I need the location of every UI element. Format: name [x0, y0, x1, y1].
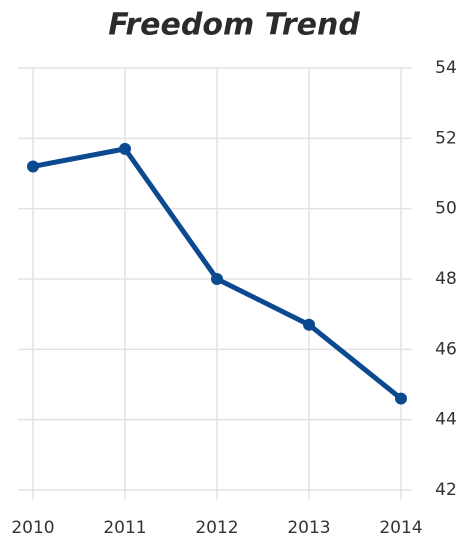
- y-tick-label: 50: [435, 199, 457, 219]
- y-tick-label: 54: [435, 58, 457, 78]
- point: [303, 318, 315, 331]
- y-tick-label: 48: [435, 269, 457, 289]
- point: [395, 392, 407, 405]
- point: [211, 273, 223, 285]
- point: [27, 160, 39, 173]
- y-tick-label: 42: [435, 480, 457, 500]
- x-tick-label: 2014: [379, 518, 422, 538]
- y-tick-label: 46: [435, 339, 457, 359]
- x-tick-label: 2010: [11, 518, 54, 538]
- x-tick-label: 2013: [287, 518, 330, 538]
- y-tick-label: 44: [435, 410, 457, 430]
- x-tick-label: 2012: [195, 518, 238, 538]
- x-tick-label: 2011: [103, 518, 146, 538]
- point: [119, 142, 131, 155]
- chart-title: Freedom Trend: [108, 8, 360, 43]
- y-tick-label: 52: [435, 128, 457, 148]
